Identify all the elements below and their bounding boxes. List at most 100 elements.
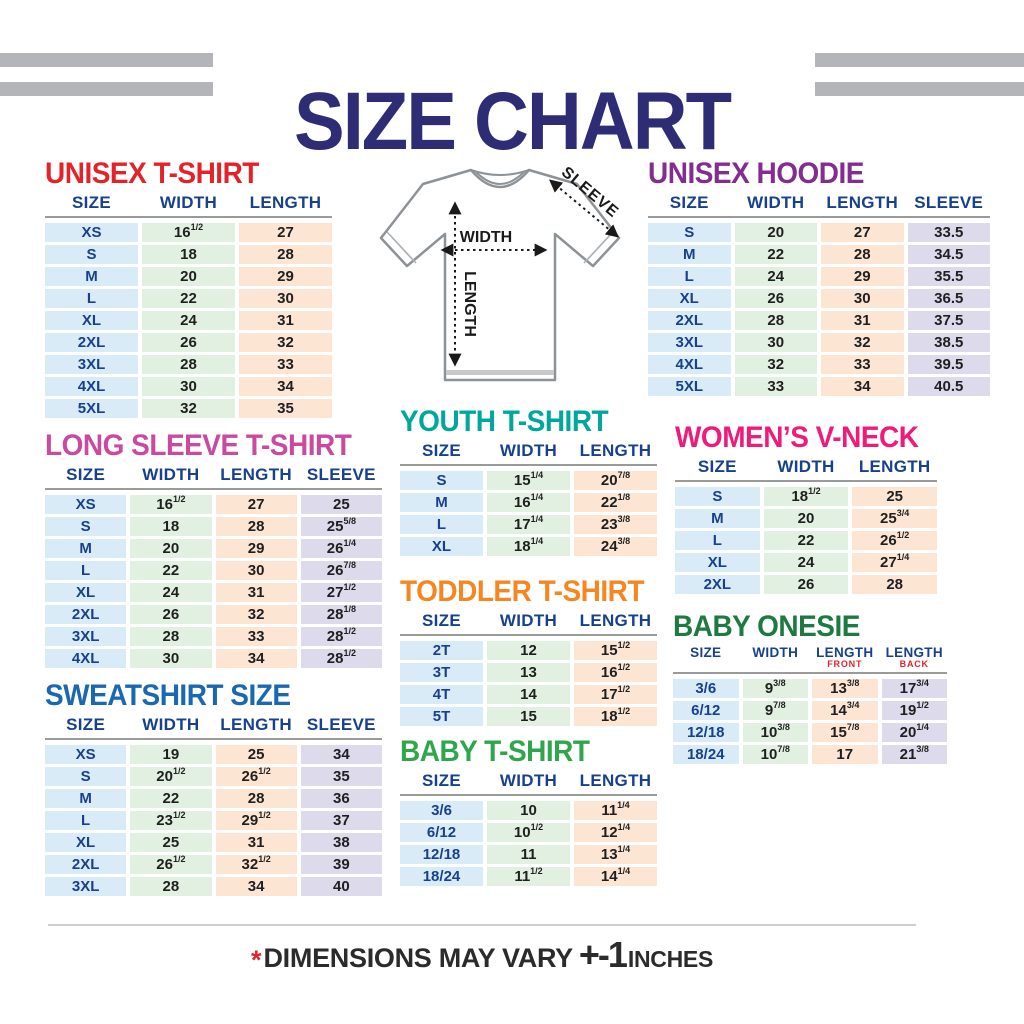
value-cell: 15 [487,706,570,726]
table-row: XS 19 25 34 [45,744,382,764]
table-row: 2XL 26 32 [45,332,332,352]
value-cell: 38 [300,832,382,852]
size-cell: 2XL [45,854,127,874]
value-cell: 10 [487,800,570,820]
value-cell: 28 [130,876,212,896]
value-cell: 24 [130,582,212,602]
value-cell: 271/2 [300,582,382,602]
header-row: SIZE WIDTH LENGTH SLEEVE [45,715,382,740]
value-cell: 33 [239,354,332,374]
womens-vneck-title: WOMEN’S V-NECK [675,420,919,454]
size-cell: XL [45,582,127,602]
size-cell: 4XL [648,354,731,374]
value-cell: 34 [821,376,904,396]
value-cell: 14 [487,684,570,704]
column-header-label: LENGTH [885,644,943,660]
size-cell: L [400,514,483,534]
fraction: 1/2 [258,765,271,776]
table-row: 2T 12 151/2 [400,640,657,660]
value-cell: 93/8 [742,678,808,698]
size-cell: 12/18 [673,722,739,742]
table-row: M 161/4 221/8 [400,491,657,512]
fraction: 7/8 [617,469,631,480]
length-label: LENGTH [461,271,478,337]
table-row: L 22 30 267/8 [45,560,382,580]
unisex-tshirt-title: UNISEX T-SHIRT [45,156,259,190]
size-cell: XL [45,310,138,330]
value-cell: 161/2 [574,662,657,682]
value-cell: 27 [239,222,332,242]
fraction: 3/8 [777,721,790,732]
value-cell: 24 [734,266,817,286]
fraction: 3/8 [846,677,860,688]
size-cell: 4T [400,684,483,704]
value-cell: 261/2 [215,765,297,786]
size-cell: 5XL [648,376,731,396]
value-cell: 20 [130,538,212,558]
value-cell: 18 [142,244,235,264]
fraction: 3/4 [896,507,910,518]
value-cell: 26 [734,288,817,308]
value-cell: 39.5 [907,354,990,374]
header-row: SIZE WIDTH LENGTH [675,457,937,482]
size-cell: 18/24 [673,744,739,764]
fraction: 1/2 [617,705,631,716]
table-row: XL 24 31 271/2 [45,582,382,602]
value-cell: 103/8 [742,721,808,742]
fraction: 1/4 [916,721,929,732]
header-row: SIZE WIDTH LENGTH SLEEVE [648,193,990,218]
size-cell: 3XL [45,354,138,374]
width-label: WIDTH [460,229,512,246]
value-cell: 22 [142,288,235,308]
fraction: 3/4 [846,699,860,710]
table-row: M 20 29 [45,266,332,286]
value-cell: 171/4 [487,514,570,534]
fraction: 1/2 [343,625,356,636]
fraction: 7/8 [846,721,860,732]
size-cell: S [648,222,731,242]
size-cell: XS [45,222,138,242]
table-row: XL 24 271/4 [675,552,937,572]
size-cell: 18/24 [400,866,483,886]
table-row: XL 24 31 [45,310,332,330]
fraction: 1/8 [617,491,631,502]
size-cell: 2XL [675,574,760,594]
size-cell: XL [675,552,760,572]
column-header: WIDTH [142,464,200,484]
value-cell: 30 [142,376,235,396]
table-row: XL 181/4 243/8 [400,535,657,556]
value-cell: 28 [142,354,235,374]
value-cell: 261/4 [300,538,382,558]
value-cell: 243/8 [574,535,657,556]
footer-unit: INCHES [627,946,714,972]
value-cell: 161/4 [487,492,570,512]
value-cell: 261/2 [130,854,212,874]
value-cell: 17 [812,744,878,764]
fraction: 1/2 [258,809,271,820]
table-row: L 24 29 35.5 [648,266,990,286]
unisex-hoodie-title: UNISEX HOODIE [648,156,864,190]
column-header: SIZE [66,714,106,734]
size-cell: L [45,810,127,830]
size-cell: S [45,516,127,536]
value-cell: 321/2 [215,854,297,874]
table-row: 2XL 28 31 37.5 [648,310,990,330]
value-cell: 35.5 [907,266,990,286]
table-row: S 201/2 261/2 35 [45,765,382,786]
fraction: 3/8 [617,535,631,546]
size-cell: 6/12 [400,822,483,842]
table-row: 3XL 30 32 38.5 [648,332,990,352]
table-row: 2XL 26 32 281/8 [45,604,382,624]
fraction: 1/2 [343,647,356,658]
value-cell: 30 [239,288,332,308]
size-cell: M [400,492,483,512]
value-cell: 253/4 [852,507,937,528]
value-cell: 267/8 [300,560,382,580]
value-cell: 31 [821,310,904,330]
table-row: XS 161/2 27 25 [45,494,382,514]
value-cell: 28 [130,626,212,646]
footer-note-text: DIMENSIONS MAY VARY [263,943,573,973]
value-cell: 25 [300,494,382,514]
size-cell: XL [648,288,731,308]
value-cell: 31 [215,582,297,602]
